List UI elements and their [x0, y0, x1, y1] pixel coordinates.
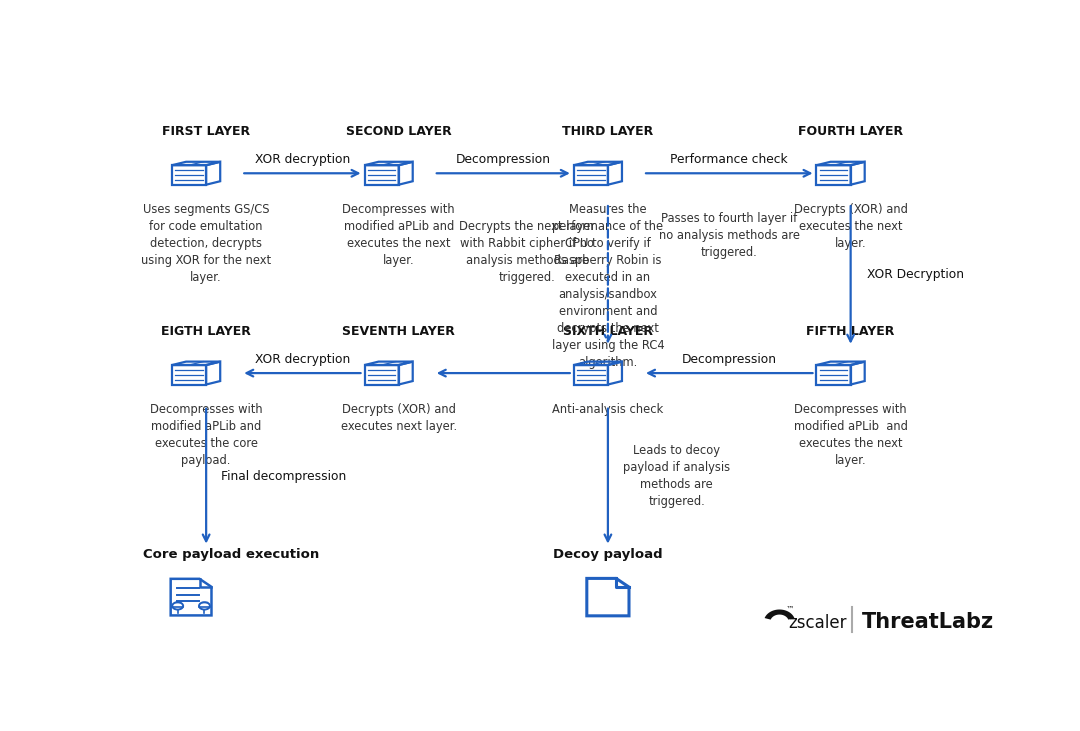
Text: XOR decryption: XOR decryption — [255, 353, 350, 366]
Text: Decrypts (XOR) and
executes next layer.: Decrypts (XOR) and executes next layer. — [340, 403, 457, 433]
Text: SECOND LAYER: SECOND LAYER — [346, 126, 451, 138]
Text: Final decompression: Final decompression — [221, 469, 347, 482]
Text: Decrypts the next layer
with Rabbit cipher if no
analysis methods are
triggered.: Decrypts the next layer with Rabbit ciph… — [459, 220, 595, 284]
Text: zscaler: zscaler — [788, 614, 847, 632]
Text: SEVENTH LAYER: SEVENTH LAYER — [342, 325, 455, 338]
Text: ThreatLabz: ThreatLabz — [862, 612, 995, 632]
Text: SIXTH LAYER: SIXTH LAYER — [563, 325, 653, 338]
Text: FIFTH LAYER: FIFTH LAYER — [807, 325, 895, 338]
Text: ™: ™ — [786, 605, 795, 613]
Text: THIRD LAYER: THIRD LAYER — [563, 126, 653, 138]
Text: Decompression: Decompression — [456, 153, 551, 166]
Polygon shape — [765, 610, 795, 620]
Text: Performance check: Performance check — [671, 153, 788, 166]
Text: XOR decryption: XOR decryption — [255, 153, 350, 166]
Text: Leads to decoy
payload if analysis
methods are
triggered.: Leads to decoy payload if analysis metho… — [623, 444, 730, 508]
Text: Decompresses with
modified aPLib and
executes the next
layer.: Decompresses with modified aPLib and exe… — [342, 203, 455, 267]
Text: EIGTH LAYER: EIGTH LAYER — [161, 325, 251, 338]
Text: Decompresses with
modified aPLib and
executes the core
payload.: Decompresses with modified aPLib and exe… — [150, 403, 262, 467]
Text: Passes to fourth layer if
no analysis methods are
triggered.: Passes to fourth layer if no analysis me… — [659, 211, 800, 259]
Text: XOR Decryption: XOR Decryption — [867, 268, 964, 281]
Text: Measures the
performance of the
CPU to verify if
Raspberry Robin is
executed in : Measures the performance of the CPU to v… — [552, 203, 664, 369]
Text: Core payload execution: Core payload execution — [144, 548, 320, 561]
Text: Anti-analysis check: Anti-analysis check — [552, 403, 663, 416]
Text: FOURTH LAYER: FOURTH LAYER — [798, 126, 903, 138]
Text: Decrypts (XOR) and
executes the next
layer.: Decrypts (XOR) and executes the next lay… — [794, 203, 907, 250]
Text: FIRST LAYER: FIRST LAYER — [162, 126, 251, 138]
Text: Decompression: Decompression — [681, 353, 777, 366]
Text: Decompresses with
modified aPLib  and
executes the next
layer.: Decompresses with modified aPLib and exe… — [794, 403, 907, 467]
Text: Decoy payload: Decoy payload — [553, 548, 663, 561]
Text: Uses segments GS/CS
for code emultation
detection, decrypts
using XOR for the ne: Uses segments GS/CS for code emultation … — [141, 203, 271, 284]
